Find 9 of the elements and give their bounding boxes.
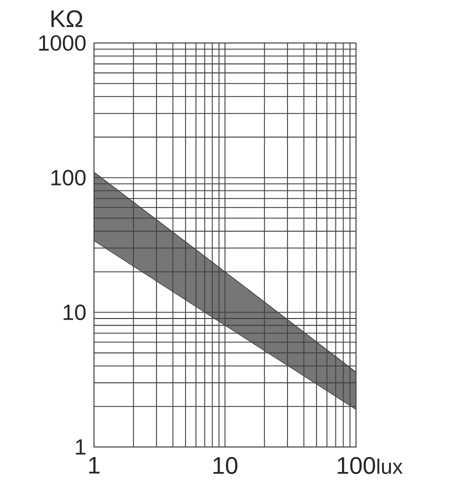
y-tick-label: 100 bbox=[51, 170, 86, 186]
y-tick-label: 1000 bbox=[39, 35, 86, 51]
y-tick-label: 10 bbox=[64, 304, 86, 320]
y-axis-title: KΩ bbox=[51, 10, 82, 28]
x-axis-title: lux bbox=[377, 458, 403, 474]
x-tick-label: 10 bbox=[213, 457, 238, 474]
x-tick-label: 100 bbox=[338, 457, 376, 474]
y-tick-label: 1 bbox=[76, 439, 86, 455]
x-tick-label: 1 bbox=[89, 457, 100, 474]
